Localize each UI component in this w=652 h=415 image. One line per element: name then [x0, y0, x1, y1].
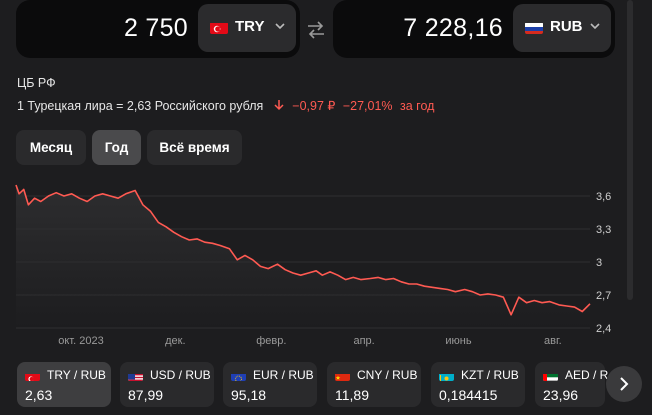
usa-flag-icon: [128, 371, 143, 381]
currency-tile[interactable]: USD / RUB 87,99: [120, 362, 214, 407]
rate-change-pct: −27,01%: [342, 99, 393, 113]
x-tick-label: окт. 2023: [58, 335, 103, 347]
rate-change-abs: −0,97 ₽: [292, 99, 336, 113]
kazakhstan-flag-icon: [439, 371, 454, 381]
tile-rate-value: 0,184415: [439, 387, 498, 403]
x-tick-label: февр.: [256, 335, 286, 347]
currency-tile[interactable]: CNY / RUB 11,89: [327, 362, 421, 407]
from-amount-box: 2 750 TRY: [16, 0, 300, 58]
arrow-down-icon: [274, 100, 284, 111]
x-tick-label: авг.: [544, 335, 562, 347]
y-tick-label: 3: [596, 257, 602, 269]
to-amount-input[interactable]: 7 228,16: [403, 14, 503, 42]
y-tick-label: 3,6: [596, 191, 611, 203]
period-year-button[interactable]: Год: [92, 130, 141, 165]
tile-rate-value: 87,99: [128, 387, 164, 403]
from-amount-input[interactable]: 2 750: [123, 14, 188, 42]
currency-tile[interactable]: TRY / RUB 2,63: [17, 362, 111, 407]
tile-rate-value: 2,63: [25, 387, 53, 403]
rate-change-period: за год: [400, 99, 435, 113]
chevron-down-icon: [275, 23, 285, 30]
tile-pair-label: TRY / RUB: [47, 368, 106, 382]
x-tick-label: июнь: [445, 335, 471, 347]
tile-pair-label: AED / R: [565, 368, 609, 382]
turkey-flag-icon: [210, 22, 228, 34]
turkey-flag-icon: [25, 371, 40, 381]
to-amount-box: 7 228,16 RUB: [333, 0, 615, 58]
tile-pair-label: USD / RUB: [150, 368, 211, 382]
currency-tile[interactable]: EUR / RUB 95,18: [223, 362, 317, 407]
tile-rate-value: 95,18: [231, 387, 267, 403]
eu-flag-icon: [231, 371, 246, 381]
chevron-down-icon: [590, 23, 600, 30]
next-tiles-button[interactable]: [606, 366, 642, 402]
x-tick-label: апр.: [353, 335, 374, 347]
from-currency-select[interactable]: TRY: [198, 4, 296, 52]
rate-source: ЦБ РФ: [17, 76, 56, 90]
russia-flag-icon: [525, 22, 543, 34]
rate-line-series: [15, 184, 591, 316]
china-flag-icon: [335, 371, 350, 381]
rate-line: 1 Турецкая лира = 2,63 Российского рубля…: [17, 98, 434, 113]
y-tick-label: 2,7: [596, 290, 611, 302]
period-month-button[interactable]: Месяц: [16, 130, 86, 165]
swap-arrows-icon[interactable]: [305, 19, 327, 41]
tile-pair-label: CNY / RUB: [357, 368, 418, 382]
rate-chart[interactable]: 3,6 3,3 3 2,7 2,4 окт. 2023 дек. февр. апр. июнь а…: [0, 175, 652, 355]
tile-pair-label: EUR / RUB: [253, 368, 314, 382]
y-tick-label: 2,4: [596, 323, 611, 335]
scrollbar[interactable]: [627, 0, 633, 300]
uae-flag-icon: [543, 371, 558, 381]
x-tick-label: дек.: [165, 335, 185, 347]
from-currency-code: TRY: [235, 18, 265, 35]
currency-tile[interactable]: AED / R 23,96: [535, 362, 609, 407]
chart-area: [16, 185, 590, 328]
y-tick-label: 3,3: [596, 224, 611, 236]
currency-tile[interactable]: KZT / RUB 0,184415: [431, 362, 525, 407]
to-currency-code: RUB: [550, 18, 583, 35]
chevron-right-icon: [620, 377, 629, 391]
period-all-time-button[interactable]: Всё время: [147, 130, 242, 165]
to-currency-select[interactable]: RUB: [513, 4, 611, 52]
tile-rate-value: 23,96: [543, 387, 579, 403]
tile-pair-label: KZT / RUB: [461, 368, 519, 382]
rate-chart-svg: 3,6 3,3 3 2,7 2,4 окт. 2023 дек. февр. апр. июнь а…: [15, 184, 611, 347]
tile-rate-value: 11,89: [335, 387, 369, 403]
rate-text: 1 Турецкая лира = 2,63 Российского рубля: [17, 99, 264, 113]
